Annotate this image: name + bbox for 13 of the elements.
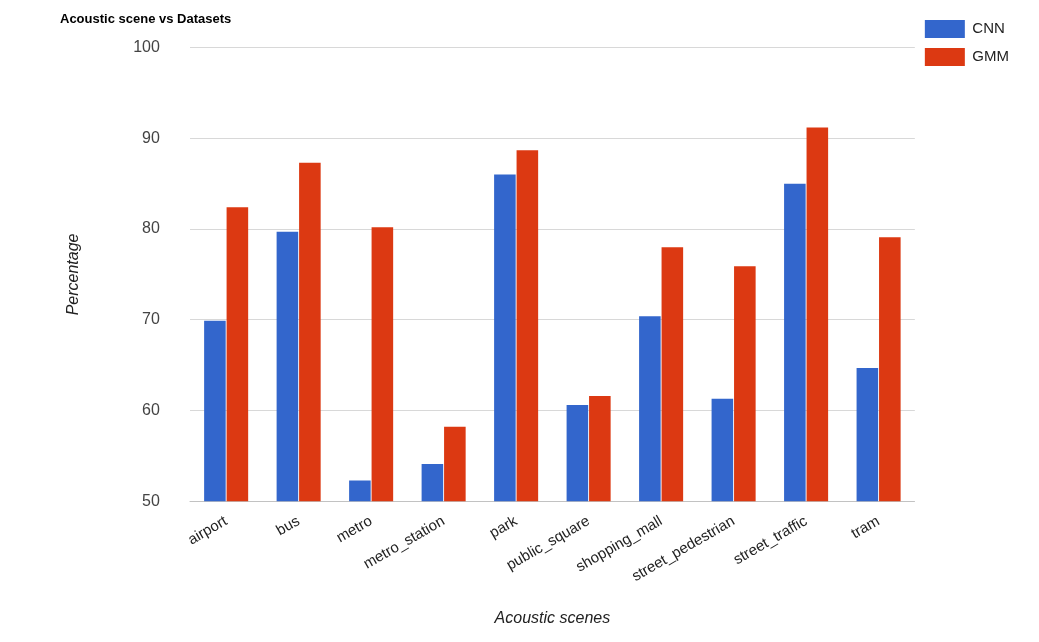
y-tick-label: 70 xyxy=(142,310,160,328)
x-axis-title: Acoustic scenes xyxy=(493,608,611,626)
y-tick-label: 50 xyxy=(142,491,160,509)
y-tick-label: 60 xyxy=(142,400,160,418)
y-tick-label: 100 xyxy=(133,38,160,56)
x-tick-label: bus xyxy=(272,511,303,539)
y-axis-title: Percentage xyxy=(64,233,82,316)
legend-label: GMM xyxy=(972,47,1010,65)
chart-title: Acoustic scene vs Datasets xyxy=(60,11,232,27)
legend-label: CNN xyxy=(972,19,1005,37)
y-tick-label: 90 xyxy=(142,128,160,146)
x-tick-label: tram xyxy=(847,511,883,542)
y-tick-label: 80 xyxy=(142,219,160,237)
